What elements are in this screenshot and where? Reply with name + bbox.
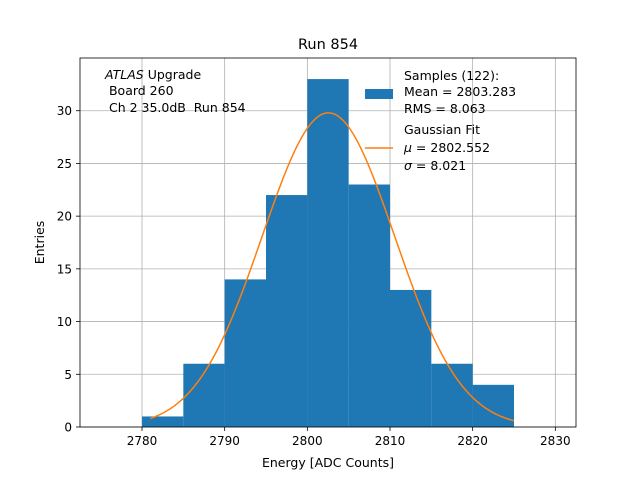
- x-axis-ticks: 2780 2790 2800 2810 2820 2830: [127, 427, 571, 448]
- legend-fit-line-2: μ = 2802.552: [403, 140, 490, 155]
- x-tick-label: 2820: [457, 434, 488, 448]
- legend-mu-symbol: μ: [403, 140, 412, 155]
- histogram-bar: [472, 384, 514, 427]
- annotation-line-1: ATLAS Upgrade: [104, 67, 201, 82]
- legend-samples-line-1: Samples (122):: [404, 68, 499, 83]
- legend-fit-line-1: Gaussian Fit: [404, 122, 480, 137]
- histogram-bar: [348, 184, 390, 427]
- y-tick-label: 30: [57, 104, 72, 118]
- y-tick-label: 5: [64, 368, 72, 382]
- y-axis-ticks: 0 5 10 15 20 25 30: [57, 104, 80, 435]
- legend-samples-line-3: RMS = 8.063: [404, 101, 486, 116]
- x-tick-label: 2800: [292, 434, 323, 448]
- x-axis-label: Energy [ADC Counts]: [262, 455, 394, 470]
- legend-sigma-value: = 8.021: [412, 158, 466, 173]
- x-tick-label: 2790: [209, 434, 240, 448]
- histogram-bar: [390, 289, 432, 427]
- y-tick-label: 20: [57, 210, 72, 224]
- atlas-annotation: ATLAS Upgrade Board 260 Ch 2 35.0dB Run …: [104, 67, 246, 115]
- histogram-bar: [307, 79, 349, 427]
- annotation-line-2: Board 260: [105, 83, 174, 98]
- x-tick-label: 2780: [127, 434, 158, 448]
- gaussian-fit-line: [150, 112, 515, 422]
- histogram-bar: [266, 195, 308, 427]
- y-axis-label: Entries: [32, 221, 47, 265]
- chart-title: Run 854: [298, 37, 358, 53]
- y-tick-label: 25: [57, 157, 72, 171]
- legend-sigma-symbol: σ: [404, 158, 413, 173]
- histogram-bar: [431, 363, 473, 427]
- legend: Samples (122): Mean = 2803.283 RMS = 8.0…: [365, 68, 516, 173]
- legend-fit-line-3: σ = 8.021: [404, 158, 466, 173]
- annotation-atlas: ATLAS: [104, 67, 144, 82]
- x-tick-label: 2830: [540, 434, 571, 448]
- y-tick-label: 15: [57, 262, 72, 276]
- histogram-bars: [142, 79, 514, 427]
- annotation-line-3: Ch 2 35.0dB Run 854: [105, 100, 246, 115]
- axes-frame: [79, 57, 577, 428]
- legend-samples-line-2: Mean = 2803.283: [404, 84, 516, 99]
- x-tick-label: 2810: [375, 434, 406, 448]
- legend-mu-value: = 2802.552: [412, 140, 490, 155]
- annotation-upgrade: Upgrade: [144, 67, 202, 82]
- histogram-bar: [142, 416, 184, 427]
- y-tick-label: 0: [64, 421, 72, 435]
- legend-samples-swatch: [365, 89, 393, 99]
- histogram-bar: [224, 279, 266, 427]
- y-tick-label: 10: [57, 315, 72, 329]
